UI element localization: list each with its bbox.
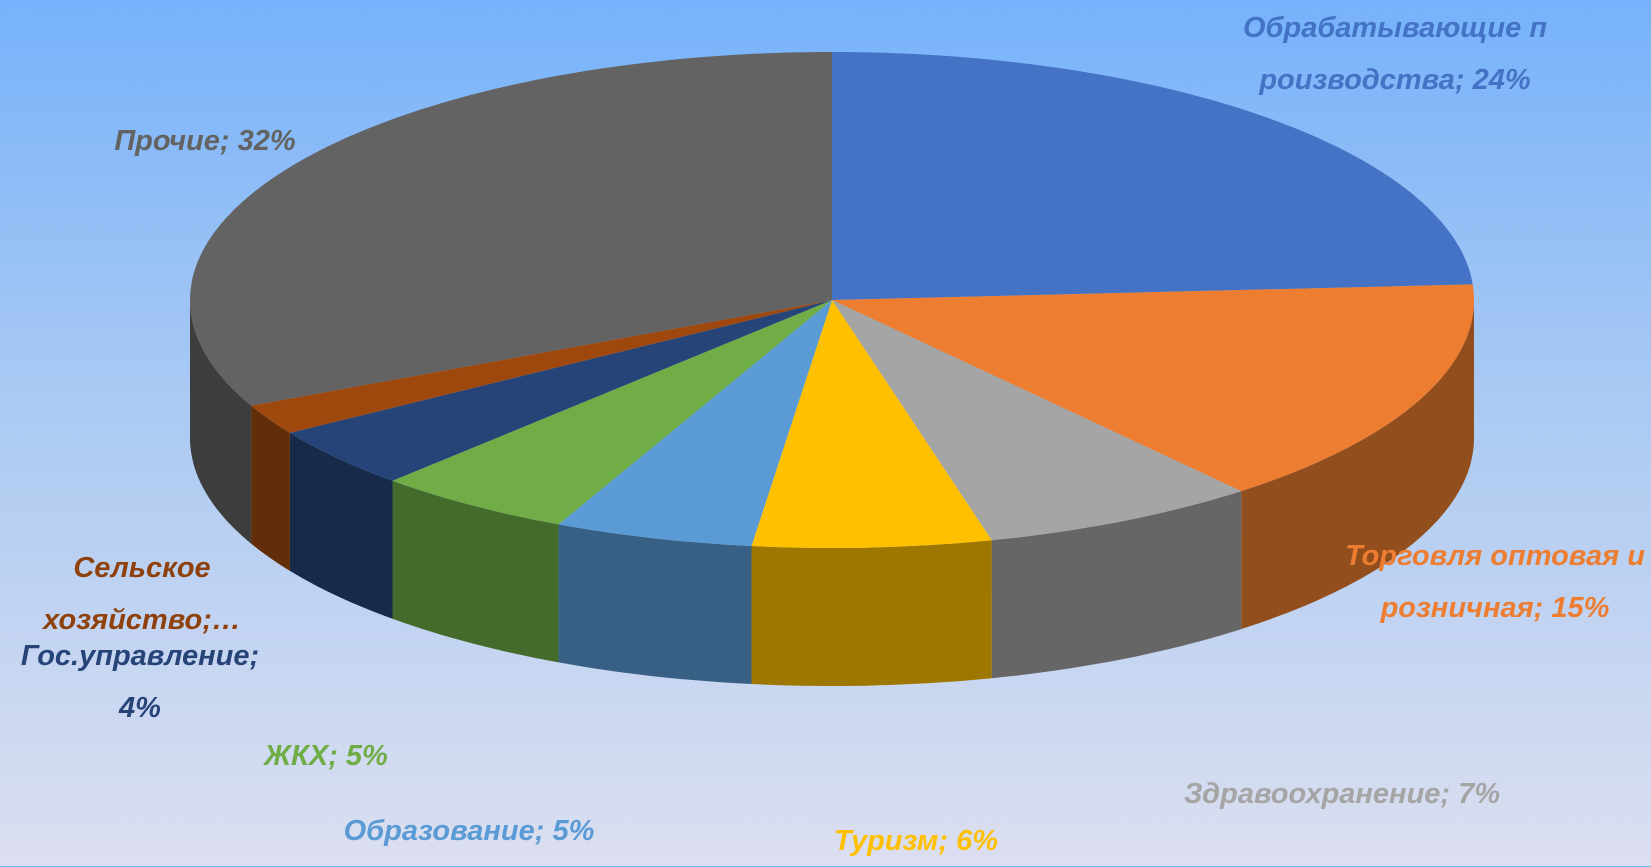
- data-label: Здравоохранение; 7%: [1183, 778, 1501, 810]
- slice-side: [251, 405, 290, 571]
- slice: [190, 52, 832, 406]
- slice: [558, 300, 832, 546]
- data-label: Торговля оптовая и розничная; 15%: [1345, 540, 1645, 624]
- slice: [289, 300, 832, 481]
- slice-side: [558, 524, 752, 684]
- slice: [832, 52, 1473, 300]
- data-label: Образование; 5%: [343, 815, 595, 847]
- data-label: ЖКХ; 5%: [264, 740, 388, 772]
- data-label: Туризм; 6%: [833, 825, 999, 857]
- data-label: Обрабатывающие производства; 24%: [1242, 12, 1548, 96]
- slice: [251, 300, 833, 433]
- slice: [751, 300, 992, 548]
- slice-side: [392, 480, 559, 663]
- data-label: Прочие; 32%: [114, 125, 296, 157]
- slice-side: [751, 540, 992, 686]
- slice-side: [991, 491, 1242, 679]
- slice: [832, 284, 1474, 492]
- slice-side: [1241, 300, 1474, 630]
- slice-side: [289, 432, 393, 619]
- slice-side: [190, 300, 252, 544]
- data-label: Сельское хозяйство;…: [43, 552, 241, 636]
- slice: [832, 300, 1242, 541]
- slice: [392, 300, 832, 525]
- data-label: Гос.управление; 4%: [20, 640, 260, 724]
